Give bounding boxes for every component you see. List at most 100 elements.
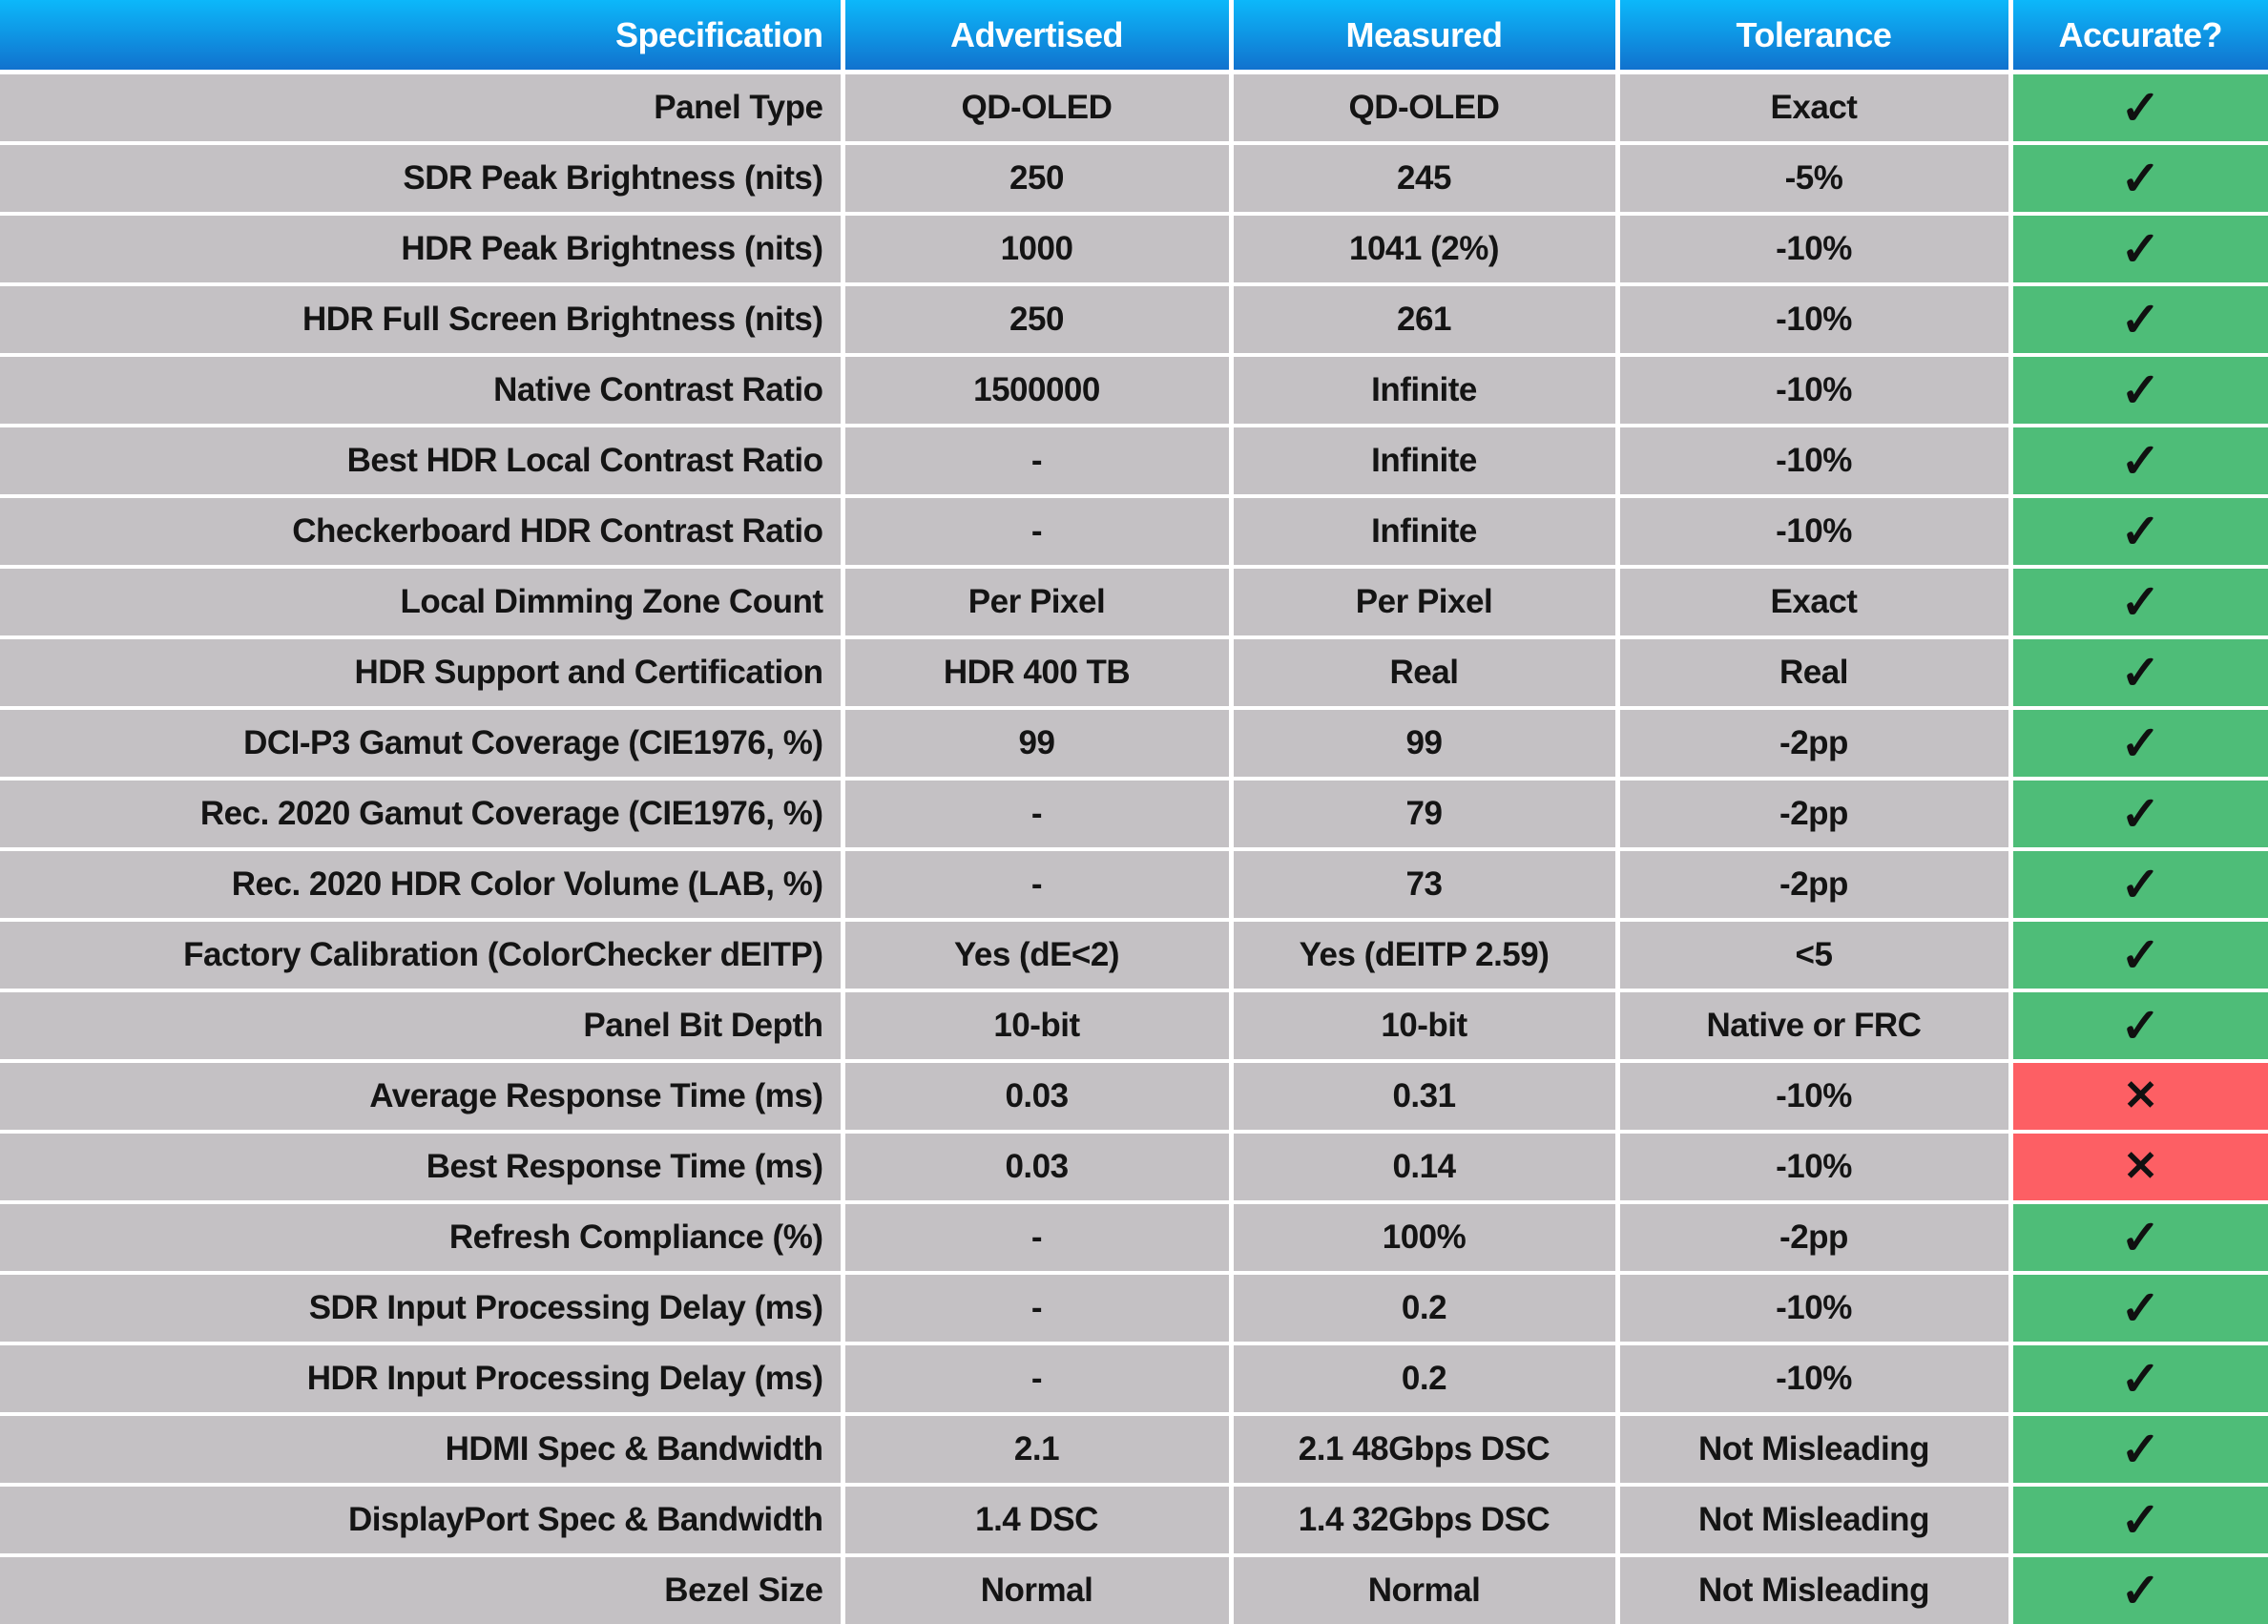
cell-spec: Factory Calibration (ColorChecker dEITP) [0,920,845,992]
cell-advertised: - [843,426,1234,498]
table-row: HDR Peak Brightness (nits) 1000 1041 (2%… [0,214,2268,286]
cell-measured: Infinite [1231,426,1620,498]
cell-spec: HDR Input Processing Delay (ms) [0,1343,845,1416]
table-row: Refresh Compliance (%) - 100% -2pp ✓ [0,1202,2268,1275]
cell-advertised: 1500000 [843,355,1234,427]
cell-tolerance: Native or FRC [1617,990,2013,1063]
cross-icon: ✕ [2123,1143,2158,1190]
cell-accurate: ✓ [2010,1273,2268,1345]
cell-tolerance: -10% [1617,1273,2013,1345]
cell-measured: 0.14 [1231,1132,1620,1204]
cell-accurate: ✓ [2010,708,2268,781]
cell-tolerance: -2pp [1617,849,2013,922]
cell-tolerance: Not Misleading [1617,1414,2013,1487]
table-row: Rec. 2020 Gamut Coverage (CIE1976, %) - … [0,779,2268,851]
cell-tolerance: -10% [1617,355,2013,427]
cell-measured: 10-bit [1231,990,1620,1063]
cell-spec: Local Dimming Zone Count [0,567,845,639]
check-icon: ✓ [2120,1211,2161,1264]
check-icon: ✓ [2120,1352,2161,1405]
table-row: SDR Peak Brightness (nits) 250 245 -5% ✓ [0,143,2268,216]
table-row: Bezel Size Normal Normal Not Misleading … [0,1555,2268,1624]
cell-advertised: Per Pixel [843,567,1234,639]
cell-tolerance: -10% [1617,1343,2013,1416]
cell-accurate: ✓ [2010,284,2268,357]
cell-tolerance: -5% [1617,143,2013,216]
cell-advertised: - [843,779,1234,851]
cell-accurate: ✓ [2010,355,2268,427]
cell-spec: HDR Support and Certification [0,637,845,710]
cell-accurate: ✓ [2010,920,2268,992]
table-row: Factory Calibration (ColorChecker dEITP)… [0,920,2268,992]
check-icon: ✓ [2120,646,2161,699]
cell-advertised: 1000 [843,214,1234,286]
cell-accurate: ✓ [2010,567,2268,639]
cell-advertised: - [843,849,1234,922]
cell-tolerance: Not Misleading [1617,1485,2013,1557]
cell-tolerance: -10% [1617,284,2013,357]
table-row: Rec. 2020 HDR Color Volume (LAB, %) - 73… [0,849,2268,922]
cell-advertised: - [843,496,1234,569]
cell-spec: Checkerboard HDR Contrast Ratio [0,496,845,569]
cell-accurate: ✓ [2010,1555,2268,1624]
table-row: Panel Type QD-OLED QD-OLED Exact ✓ [0,72,2268,145]
table-row: Best HDR Local Contrast Ratio - Infinite… [0,426,2268,498]
cell-advertised: - [843,1343,1234,1416]
cell-measured: 1.4 32Gbps DSC [1231,1485,1620,1557]
column-header-measured: Measured [1231,0,1620,74]
cell-accurate: ✓ [2010,990,2268,1063]
table-row: Checkerboard HDR Contrast Ratio - Infini… [0,496,2268,569]
check-icon: ✓ [2120,81,2161,135]
table-row: HDR Full Screen Brightness (nits) 250 26… [0,284,2268,357]
table-row: DisplayPort Spec & Bandwidth 1.4 DSC 1.4… [0,1485,2268,1557]
cell-tolerance: -10% [1617,1132,2013,1204]
check-icon: ✓ [2120,575,2161,629]
cell-accurate: ✕ [2010,1061,2268,1134]
cell-spec: SDR Input Processing Delay (ms) [0,1273,845,1345]
table-row: Native Contrast Ratio 1500000 Infinite -… [0,355,2268,427]
cell-accurate: ✓ [2010,779,2268,851]
column-header-tolerance: Tolerance [1617,0,2013,74]
cell-spec: Rec. 2020 HDR Color Volume (LAB, %) [0,849,845,922]
column-header-specification: Specification [0,0,845,74]
check-icon: ✓ [2120,928,2161,982]
cell-spec: HDR Peak Brightness (nits) [0,214,845,286]
cell-accurate: ✓ [2010,143,2268,216]
check-icon: ✓ [2120,1493,2161,1547]
check-icon: ✓ [2120,717,2161,770]
check-icon: ✓ [2120,999,2161,1052]
cell-advertised: Yes (dE<2) [843,920,1234,992]
cell-spec: Native Contrast Ratio [0,355,845,427]
cell-measured: 100% [1231,1202,1620,1275]
cell-measured: 79 [1231,779,1620,851]
cell-spec: SDR Peak Brightness (nits) [0,143,845,216]
cell-measured: 245 [1231,143,1620,216]
check-icon: ✓ [2120,1564,2161,1617]
cell-tolerance: -2pp [1617,1202,2013,1275]
check-icon: ✓ [2120,222,2161,276]
column-header-accurate: Accurate? [2010,0,2268,74]
cell-measured: Per Pixel [1231,567,1620,639]
cell-advertised: - [843,1273,1234,1345]
table-row: SDR Input Processing Delay (ms) - 0.2 -1… [0,1273,2268,1345]
cell-spec: Best HDR Local Contrast Ratio [0,426,845,498]
check-icon: ✓ [2120,364,2161,417]
cell-tolerance: -2pp [1617,779,2013,851]
cell-tolerance: -10% [1617,1061,2013,1134]
cell-measured: 0.2 [1231,1343,1620,1416]
cell-advertised: 1.4 DSC [843,1485,1234,1557]
cell-tolerance: <5 [1617,920,2013,992]
check-icon: ✓ [2120,1281,2161,1335]
cell-accurate: ✓ [2010,496,2268,569]
table-row: Average Response Time (ms) 0.03 0.31 -10… [0,1061,2268,1134]
cell-spec: Bezel Size [0,1555,845,1624]
check-icon: ✓ [2120,293,2161,346]
cell-advertised: 10-bit [843,990,1234,1063]
cell-spec: Average Response Time (ms) [0,1061,845,1134]
check-icon: ✓ [2120,152,2161,205]
cell-measured: Yes (dEITP 2.59) [1231,920,1620,992]
cell-advertised: - [843,1202,1234,1275]
cell-tolerance: -2pp [1617,708,2013,781]
cell-measured: 1041 (2%) [1231,214,1620,286]
